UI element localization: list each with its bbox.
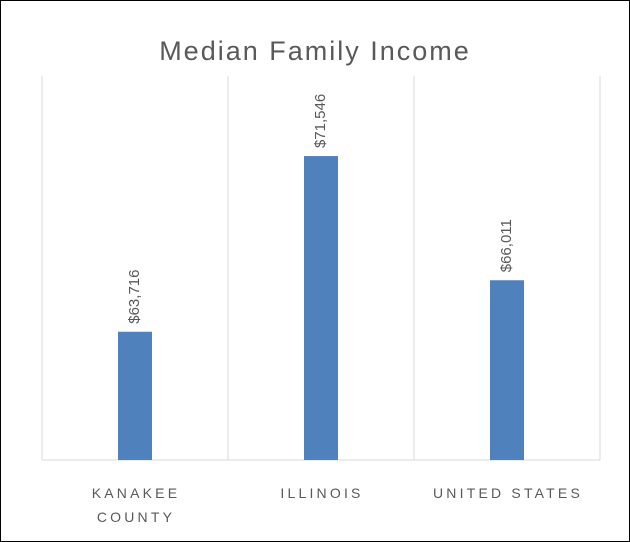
bar [118, 331, 152, 460]
data-label: $66,011 [498, 219, 515, 272]
x-tick-label: ILLINOIS [280, 485, 364, 501]
bar [490, 280, 524, 460]
chart-title: Median Family Income [159, 36, 471, 66]
data-label: $63,716 [126, 270, 143, 324]
x-tick-label: KANAKEE COUNTY [91, 485, 181, 525]
bar [304, 156, 338, 460]
data-label: $71,546 [312, 94, 329, 148]
x-tick-label: UNITED STATES [433, 485, 583, 501]
